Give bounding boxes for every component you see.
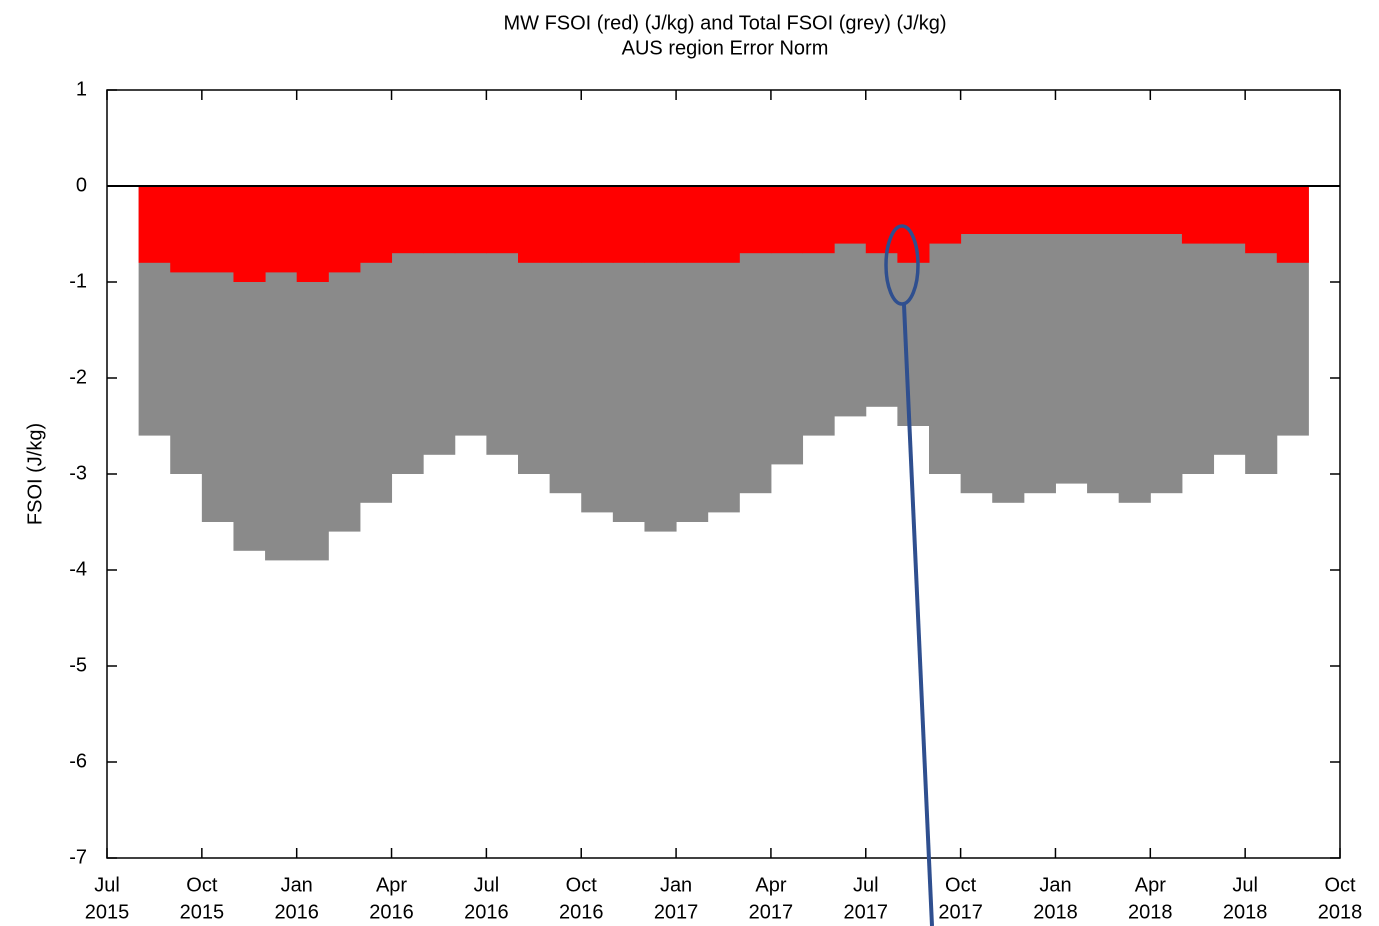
x-tick-label: 2017	[938, 901, 983, 923]
x-tick-label: Apr	[755, 874, 786, 896]
x-tick-label: 2018	[1128, 901, 1173, 923]
bar	[770, 186, 804, 254]
bar	[549, 186, 582, 263]
bar	[612, 186, 645, 263]
x-tick-label: 2015	[180, 901, 225, 923]
bar	[1213, 186, 1246, 244]
x-tick-label: Jan	[1039, 874, 1071, 896]
bar	[707, 186, 740, 263]
x-tick-label: 2016	[464, 901, 509, 923]
x-tick-label: Jul	[1232, 874, 1258, 896]
bar	[391, 186, 424, 254]
chart-subtitle: AUS region Error Norm	[622, 37, 829, 59]
y-tick-label: -2	[69, 366, 87, 388]
bar	[644, 186, 677, 263]
annotation-line	[902, 304, 934, 926]
x-tick-label: 2018	[1033, 901, 1078, 923]
bar	[265, 186, 298, 273]
bar	[1245, 186, 1278, 254]
bar	[1181, 186, 1215, 244]
bar	[1150, 186, 1183, 234]
x-tick-label: 2017	[844, 901, 889, 923]
x-tick-label: Oct	[1324, 874, 1356, 896]
y-tick-label: -7	[69, 846, 87, 868]
bar	[1087, 186, 1120, 494]
bar	[929, 186, 962, 244]
bar	[454, 186, 487, 254]
bar	[328, 186, 361, 273]
x-tick-label: 2018	[1318, 901, 1363, 923]
bar	[233, 186, 266, 282]
bar	[992, 186, 1025, 503]
bar	[1118, 186, 1151, 234]
bar	[170, 186, 203, 273]
x-tick-label: 2016	[274, 901, 319, 923]
bar	[296, 186, 329, 282]
bar	[1276, 186, 1309, 263]
y-tick-label: -1	[69, 270, 87, 292]
bar	[1023, 186, 1056, 494]
x-tick-label: Jan	[281, 874, 313, 896]
bar	[518, 186, 551, 263]
annotation-ellipse	[884, 224, 920, 306]
y-tick-label: -6	[69, 750, 87, 772]
bar	[486, 186, 519, 254]
x-tick-label: Apr	[376, 874, 407, 896]
bar	[423, 186, 456, 254]
bar	[359, 186, 393, 263]
y-tick-label: -5	[69, 654, 87, 676]
bar	[1055, 186, 1088, 234]
chart-title: MW FSOI (red) (J/kg) and Total FSOI (gre…	[503, 12, 946, 34]
y-tick-label: -4	[69, 558, 87, 580]
x-tick-label: 2016	[559, 901, 604, 923]
y-tick-label: -3	[69, 462, 87, 484]
x-tick-label: 2016	[369, 901, 414, 923]
x-tick-label: Jan	[660, 874, 692, 896]
bar	[960, 186, 993, 494]
bar	[992, 186, 1025, 234]
bar	[1087, 186, 1120, 234]
bar	[676, 186, 709, 263]
x-tick-label: 2018	[1223, 901, 1268, 923]
y-tick-label: 1	[76, 78, 87, 100]
bar	[138, 186, 171, 263]
plot-area	[138, 186, 1309, 561]
y-axis-label: FSOI (J/kg)	[24, 423, 46, 525]
bar	[581, 186, 614, 263]
bar	[1118, 186, 1151, 503]
y-tick-label: 0	[76, 174, 87, 196]
x-tick-label: 2017	[654, 901, 699, 923]
x-tick-label: Jul	[94, 874, 120, 896]
x-tick-label: Oct	[566, 874, 598, 896]
x-tick-label: Jul	[474, 874, 500, 896]
x-tick-label: Oct	[186, 874, 218, 896]
bar	[834, 186, 867, 244]
x-tick-label: Apr	[1135, 874, 1166, 896]
bar	[1150, 186, 1183, 494]
bar	[960, 186, 993, 234]
bar	[1023, 186, 1056, 234]
bar	[865, 186, 898, 254]
x-tick-label: Oct	[945, 874, 977, 896]
x-tick-label: 2017	[749, 901, 794, 923]
bar	[201, 186, 234, 273]
x-tick-label: 2015	[85, 901, 130, 923]
bar	[802, 186, 835, 254]
bar	[739, 186, 772, 254]
bar	[1055, 186, 1088, 484]
x-tick-label: Jul	[853, 874, 879, 896]
